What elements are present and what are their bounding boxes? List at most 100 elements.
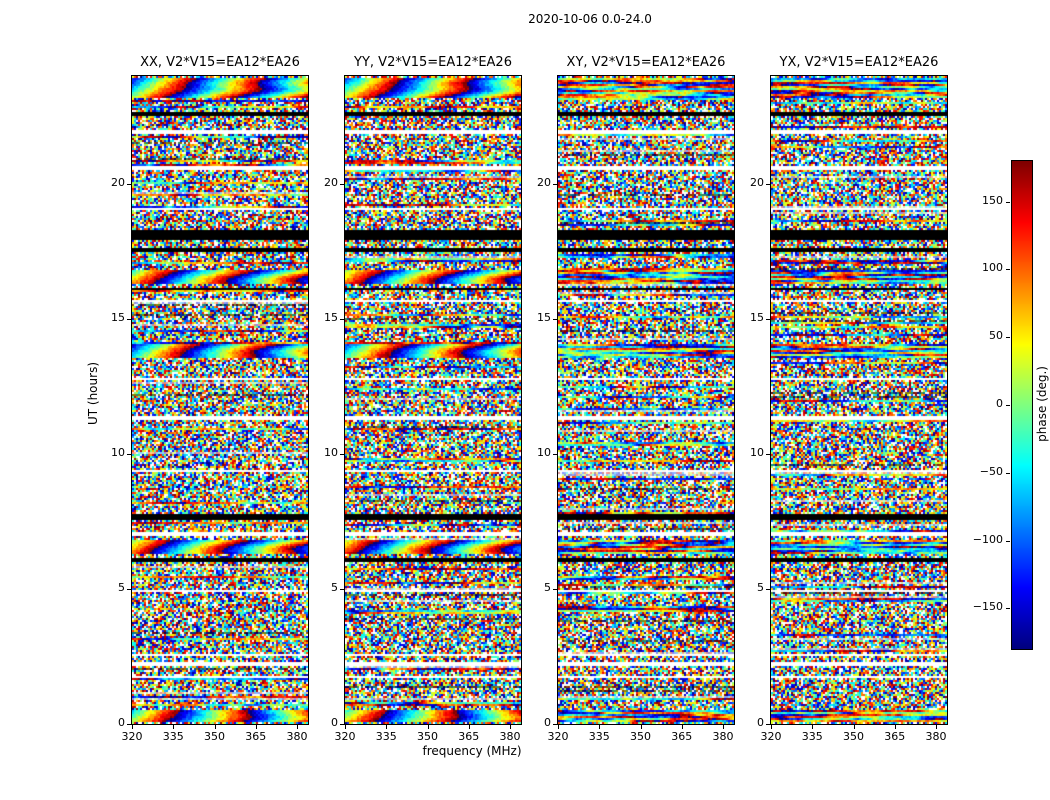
x-tick-mark [771,725,772,729]
x-tick-mark [214,725,216,729]
panel-title: YX, V2*V15=EA12*EA26 [779,55,939,70]
y-tick-mark [127,184,131,185]
x-tick-label: 350 [843,730,864,743]
colorbar-tick-label: 150 [982,193,1003,207]
x-tick-mark [468,725,470,729]
y-tick-label: 10 [111,446,125,459]
y-tick-label: 15 [537,311,551,324]
y-tick-mark [127,589,131,590]
y-tick-label: 15 [111,311,125,324]
y-tick-label: 15 [324,311,338,324]
x-tick-label: 320 [760,730,782,743]
y-tick-mark [553,589,557,590]
y-tick-label: 20 [111,176,125,189]
y-tick-mark [553,724,557,725]
panel-title: XY, V2*V15=EA12*EA26 [566,55,726,70]
y-tick-label: 20 [324,176,338,189]
y-tick-mark [766,589,770,590]
x-tick-label: 365 [671,730,693,743]
colorbar-tick-mark [1006,472,1010,474]
y-tick-label: 5 [757,581,764,594]
heatmap-canvas-xy [558,76,734,724]
heatmap-panel-yx [770,75,948,725]
y-tick-mark [127,454,131,455]
y-tick-mark [340,724,344,725]
x-tick-label: 335 [801,730,823,743]
x-tick-label: 335 [375,730,397,743]
x-tick-label: 350 [204,730,225,743]
colorbar-tick-mark [1006,540,1010,542]
y-tick-mark [553,184,557,185]
x-tick-mark [558,725,559,729]
heatmap-canvas-xx [132,76,308,724]
x-tick-label: 320 [121,730,143,743]
y-tick-mark [766,724,770,725]
x-tick-mark [173,725,175,729]
y-tick-label: 10 [324,446,338,459]
colorbar-tick-label: 100 [982,261,1003,275]
y-tick-label: 5 [544,581,551,594]
y-tick-label: 5 [118,581,125,594]
y-tick-label: 15 [750,311,764,324]
y-tick-mark [340,319,344,320]
x-tick-label: 380 [499,730,521,743]
y-tick-label: 0 [118,716,125,729]
colorbar-tick-mark [1006,269,1010,271]
x-tick-mark [255,725,257,729]
x-tick-mark [427,725,429,729]
y-tick-label: 10 [537,446,551,459]
y-tick-mark [766,454,770,455]
heatmap-canvas-yy [345,76,521,724]
y-tick-label: 10 [750,446,764,459]
colorbar [1011,160,1033,650]
panel-title: YY, V2*V15=EA12*EA26 [354,55,512,70]
x-tick-mark [297,725,298,729]
panel-title: XX, V2*V15=EA12*EA26 [140,55,300,70]
x-tick-mark [936,725,937,729]
y-tick-label: 20 [537,176,551,189]
x-tick-label: 320 [334,730,356,743]
x-tick-label: 365 [245,730,267,743]
colorbar-tick-label: −50 [979,464,1003,478]
x-axis-label: frequency (MHz) [422,744,522,758]
x-tick-mark [132,725,133,729]
x-tick-mark [853,725,855,729]
heatmap-panel-xx [131,75,309,725]
x-tick-label: 350 [417,730,438,743]
x-tick-label: 365 [458,730,480,743]
x-tick-label: 320 [547,730,569,743]
figure-suptitle: 2020-10-06 0.0-24.0 [528,12,652,26]
x-tick-mark [510,725,511,729]
colorbar-tick-mark [1006,608,1010,610]
x-tick-mark [723,725,724,729]
heatmap-panel-xy [557,75,735,725]
x-tick-mark [812,725,814,729]
x-tick-label: 380 [712,730,734,743]
y-axis-label: UT (hours) [86,362,100,426]
x-tick-label: 380 [925,730,947,743]
colorbar-tick-mark [1006,337,1010,339]
y-tick-mark [766,319,770,320]
colorbar-tick-label: −100 [972,532,1003,546]
colorbar-tick-label: −150 [972,600,1003,614]
colorbar-tick-mark [1006,405,1010,406]
x-tick-label: 380 [286,730,308,743]
y-tick-mark [340,589,344,590]
y-tick-mark [766,184,770,185]
y-tick-label: 0 [331,716,338,729]
x-tick-label: 350 [630,730,651,743]
x-tick-mark [599,725,601,729]
y-tick-mark [127,724,131,725]
x-tick-mark [894,725,896,729]
y-tick-label: 0 [757,716,764,729]
x-tick-mark [345,725,346,729]
y-tick-label: 0 [544,716,551,729]
x-tick-mark [640,725,642,729]
colorbar-gradient [1012,161,1032,649]
y-tick-mark [553,319,557,320]
y-tick-mark [340,184,344,185]
heatmap-panel-yy [344,75,522,725]
y-tick-mark [127,319,131,320]
y-tick-mark [553,454,557,455]
